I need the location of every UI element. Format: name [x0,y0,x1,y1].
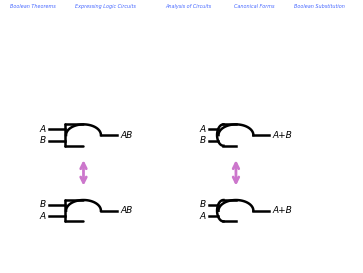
Text: AB: AB [121,206,133,215]
Text: A: A [200,212,206,221]
FancyArrowPatch shape [233,163,239,183]
Text: B: B [200,200,206,209]
Text: Canonical Forms: Canonical Forms [234,4,274,9]
Text: B: B [200,136,206,145]
Text: Boolean Substitution: Boolean Substitution [294,4,345,9]
Text: Expressing Logic Circuits: Expressing Logic Circuits [75,4,136,9]
Text: Multivariable Theorems: Commutation: Multivariable Theorems: Commutation [5,26,273,40]
Text: AB: AB [121,130,133,140]
Text: A: A [40,212,46,221]
Text: B: B [40,200,46,209]
Text: A: A [200,125,206,134]
FancyArrowPatch shape [81,163,86,183]
Text: A+B: A+B [273,130,293,140]
Text: B: B [40,136,46,145]
Text: Boolean Theorems: Boolean Theorems [10,4,56,9]
Text: A+B: A+B [273,206,293,215]
Text: A: A [40,125,46,134]
Text: Analysis of Circuits: Analysis of Circuits [166,4,212,9]
